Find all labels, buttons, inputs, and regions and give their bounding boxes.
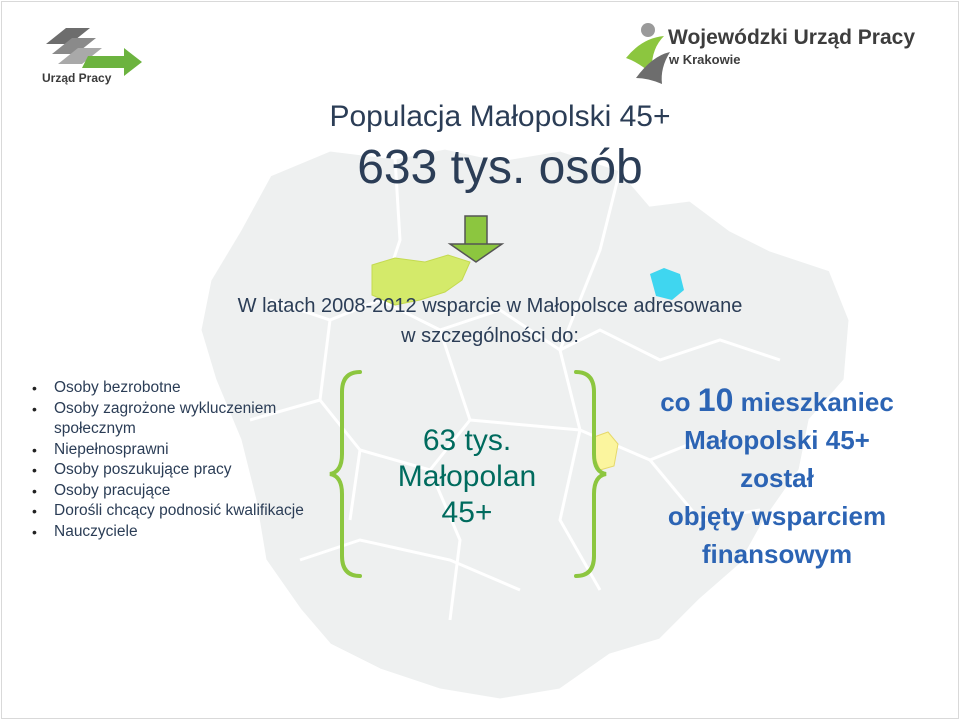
down-arrow-icon — [447, 215, 505, 263]
support-line-2: w szczególności do: — [401, 325, 579, 347]
list-item: Osoby pracujące — [30, 481, 330, 502]
left-brace-icon — [329, 370, 362, 578]
result-line-2: Małopolski 45+ — [684, 425, 870, 455]
logo-right-subtitle: w Krakowie — [669, 52, 741, 67]
beneficiaries-line-1: 63 tys. — [422, 424, 512, 457]
list-item: Nauczyciele — [30, 522, 330, 543]
result-number: 10 — [697, 382, 734, 418]
result-line-1: co 10 mieszkaniec — [612, 381, 942, 421]
result-line-4: objęty wsparciem — [667, 501, 887, 531]
list-item: Dorośli chcący podnosić kwalifikacje — [30, 501, 330, 522]
list-item: Niepełnosprawni — [30, 440, 330, 461]
right-brace-icon — [574, 370, 607, 578]
beneficiaries-count: 63 tys. Małopolan 45+ — [362, 423, 572, 531]
result-line-3: został — [740, 463, 814, 493]
urzad-pracy-logo-icon — [46, 28, 142, 76]
result-prefix: co — [660, 387, 691, 417]
map-region-icon — [371, 254, 471, 306]
support-text: W latach 2008-2012 wsparcie w Małopolsce… — [160, 291, 820, 351]
support-line-1: W latach 2008-2012 wsparcie w Małopolsce… — [237, 295, 743, 317]
logo-right-title: Wojewódzki Urząd Pracy — [668, 26, 916, 49]
beneficiaries-line-3: 45+ — [441, 496, 493, 529]
list-item: Osoby bezrobotne — [30, 378, 330, 399]
beneficiaries-line-2: Małopolan — [397, 460, 537, 493]
population-number: 633 tys. osób — [357, 141, 643, 194]
target-groups-list: Osoby bezrobotne Osoby zagrożone wyklucz… — [30, 378, 330, 542]
population-title: Populacja Małopolski 45+ — [329, 100, 671, 133]
result-line1-rest: mieszkaniec — [740, 387, 894, 417]
list-item: Osoby poszukujące pracy — [30, 460, 330, 481]
map-region-small — [650, 268, 684, 300]
list-item: Osoby zagrożone wykluczeniem społecznym — [30, 399, 330, 440]
logo-left-text: Urząd Pracy — [42, 71, 112, 85]
result-line-5: finansowym — [701, 539, 853, 569]
result-statement: co 10 mieszkaniec Małopolski 45+ został … — [612, 381, 942, 573]
wup-krakow-logo-icon — [626, 23, 670, 84]
